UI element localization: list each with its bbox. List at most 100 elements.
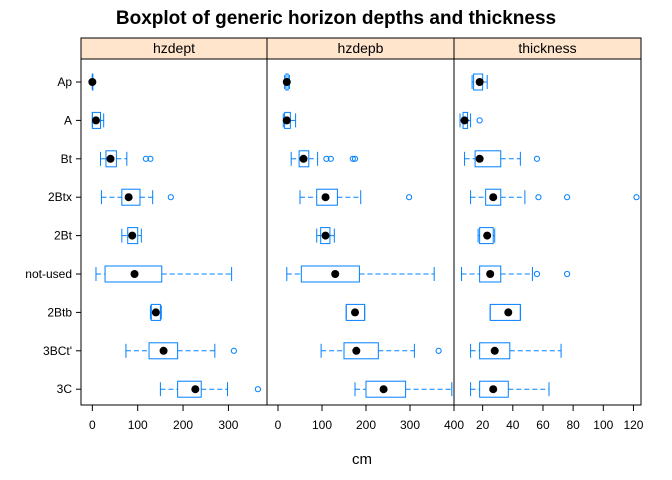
y-tick-label: 2Btb	[47, 305, 72, 319]
boxplot-A	[459, 111, 483, 129]
panel-frame	[453, 58, 642, 406]
outlier-point	[535, 194, 542, 201]
iqr-box	[104, 265, 163, 283]
outlier-point	[323, 155, 330, 162]
outlier-point	[564, 270, 571, 278]
median-dot	[88, 78, 97, 86]
boxplot-Bt	[290, 150, 359, 168]
boxplot-2Btx	[299, 188, 413, 206]
outlier-point	[351, 155, 359, 162]
median-dot	[151, 308, 160, 317]
panel-thickness: thickness 20 40 60 80 100 120	[453, 37, 644, 432]
iqr-box	[489, 303, 521, 321]
y-tick-label: Ap	[57, 75, 72, 89]
y-tick-label: 2Bt	[54, 229, 73, 243]
iqr-box	[485, 188, 502, 206]
iqr-box	[479, 265, 502, 283]
median-dot	[191, 385, 200, 394]
iqr-box	[105, 150, 117, 168]
outlier-point	[533, 270, 541, 278]
median-dot	[299, 154, 308, 163]
x-tick-label: 0	[89, 418, 96, 432]
x-tick-label: 40	[506, 418, 520, 432]
x-tick-label: 20	[476, 418, 490, 432]
boxplot-2Btb	[149, 303, 162, 321]
x-tick-label: 0	[275, 418, 282, 432]
y-tick-label: 3C	[57, 382, 73, 396]
median-dot	[475, 78, 484, 86]
iqr-box	[479, 342, 511, 360]
median-dot	[130, 270, 139, 278]
boxplot-Bt	[100, 150, 154, 168]
median-dot	[91, 116, 100, 125]
boxplot-Ap	[471, 73, 488, 91]
panel-strip-label: hzdept	[153, 40, 195, 56]
x-tick-label: 80	[566, 418, 580, 432]
boxplot-3BCt'	[125, 342, 237, 360]
boxplot-3C	[470, 380, 550, 398]
outlier-point	[406, 194, 413, 201]
x-tick-label: 200	[356, 418, 376, 432]
median-dot	[321, 193, 330, 202]
iqr-box	[479, 227, 494, 245]
panel-frame	[80, 58, 268, 406]
median-dot	[504, 308, 513, 317]
iqr-box	[474, 150, 502, 168]
boxplot-Ap	[282, 73, 291, 91]
boxplot-2Btx	[470, 188, 640, 206]
iqr-box	[343, 342, 379, 360]
outlier-point	[349, 155, 356, 162]
median-dot	[351, 308, 359, 317]
panel-hzdept: hzdept 0 100 200 300	[80, 37, 268, 432]
boxplot-2Btb	[345, 303, 366, 321]
iqr-box	[127, 227, 139, 245]
boxplot-not-used	[286, 265, 435, 283]
iqr-box	[150, 303, 161, 321]
median-dot	[486, 270, 495, 278]
median-dot	[321, 231, 330, 240]
median-dot	[379, 385, 388, 394]
iqr-box	[121, 188, 141, 206]
median-dot	[282, 116, 291, 125]
iqr-box	[316, 188, 338, 206]
boxplot-2Bt	[477, 227, 496, 245]
x-tick-label: 300	[218, 418, 238, 432]
y-tick-label: not-used	[25, 267, 72, 281]
iqr-box	[177, 380, 202, 398]
x-axis-title: cm	[352, 451, 372, 468]
median-dot	[483, 231, 492, 240]
outlier-point	[167, 194, 174, 201]
outlier-point	[435, 347, 442, 354]
median-dot	[331, 270, 340, 278]
y-tick-label: A	[64, 113, 72, 127]
median-dot	[159, 346, 168, 355]
x-tick-label: 120	[623, 418, 643, 432]
panel-frame	[266, 58, 455, 406]
panel-hzdepb: hzdepb 0 100 200 300 400	[266, 37, 464, 432]
median-dot	[124, 193, 133, 202]
median-dot	[489, 385, 498, 394]
iqr-box	[479, 380, 509, 398]
panel-strip-label: hzdepb	[338, 40, 384, 56]
boxplot-not-used	[95, 265, 233, 283]
boxplot-2Bt	[316, 227, 335, 245]
median-dot	[475, 154, 484, 163]
x-tick-label: 300	[400, 418, 420, 432]
outlier-point	[564, 194, 571, 201]
boxplot-3C	[159, 380, 262, 398]
median-dot	[460, 116, 469, 125]
iqr-box	[148, 342, 179, 360]
outlier-point	[254, 386, 262, 393]
boxplot-A	[91, 111, 105, 129]
boxplot-Bt	[464, 150, 541, 168]
iqr-box	[365, 380, 407, 398]
iqr-box	[298, 150, 310, 168]
boxplot-2Btx	[100, 188, 174, 206]
median-dot	[489, 193, 498, 202]
outlier-point	[147, 155, 154, 162]
x-tick-label: 100	[128, 418, 148, 432]
boxplot-not-used	[461, 265, 571, 283]
category-labels: Ap A Bt 2Btx 2Bt not-used 2Btb 3BCt' 3C	[25, 75, 81, 396]
